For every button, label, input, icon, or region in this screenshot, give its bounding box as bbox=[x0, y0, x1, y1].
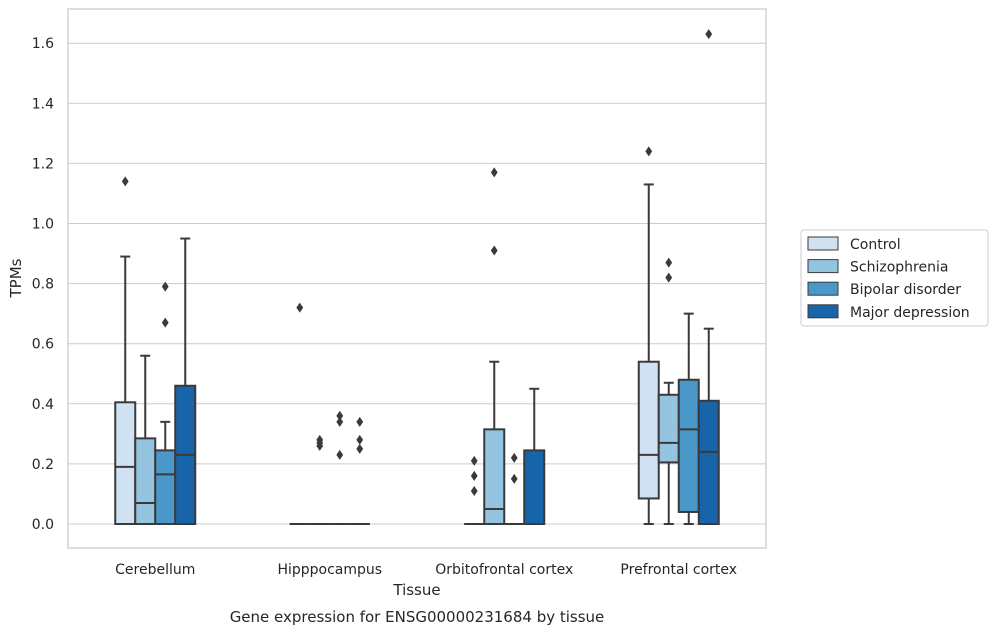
y-tick-label: 0.2 bbox=[32, 457, 54, 473]
box-group bbox=[174, 237, 197, 525]
box-iqr bbox=[523, 449, 546, 525]
outlier-point bbox=[665, 272, 673, 283]
outlier-point bbox=[490, 245, 498, 256]
outlier-point bbox=[161, 281, 169, 292]
outlier-point bbox=[296, 302, 304, 313]
legend-label: Control bbox=[850, 237, 901, 253]
box-group bbox=[697, 29, 720, 526]
outlier-point bbox=[510, 452, 518, 463]
box-group bbox=[349, 416, 370, 525]
y-tick-label: 0.4 bbox=[32, 397, 54, 413]
box-iqr bbox=[697, 399, 720, 526]
box-group bbox=[154, 281, 177, 525]
box-group bbox=[329, 410, 350, 525]
y-tick-label: 1.2 bbox=[32, 156, 54, 172]
outlier-point bbox=[336, 416, 344, 427]
legend-label: Schizophrenia bbox=[850, 260, 948, 276]
outlier-point bbox=[161, 317, 169, 328]
y-tick-label: 1.0 bbox=[32, 217, 54, 233]
outlier-point bbox=[121, 176, 129, 187]
x-tick-label: Prefrontal cortex bbox=[620, 562, 737, 578]
x-tick-label: Cerebellum bbox=[115, 562, 195, 578]
legend-label: Bipolar disorder bbox=[850, 282, 961, 298]
outlier-point bbox=[490, 167, 498, 178]
boxes bbox=[114, 29, 720, 526]
x-tick-label: Hipppocampus bbox=[277, 562, 382, 578]
box-group bbox=[657, 257, 680, 525]
x-tick-label: Orbitofrontal cortex bbox=[435, 562, 573, 578]
outlier-point bbox=[665, 257, 673, 268]
x-axis-ticks: Cerebellum Hipppocampus Orbitofrontal cort… bbox=[115, 562, 737, 578]
box-group bbox=[309, 434, 330, 525]
y-tick-label: 0.6 bbox=[32, 337, 54, 353]
outlier-point bbox=[356, 416, 364, 427]
outlier-point bbox=[645, 146, 653, 157]
outlier-point bbox=[510, 473, 518, 484]
box-iqr bbox=[114, 401, 137, 525]
x-axis-label: Tissue bbox=[392, 581, 440, 599]
y-tick-label: 0.0 bbox=[32, 517, 54, 533]
outlier-point bbox=[470, 455, 478, 466]
outlier-point bbox=[705, 29, 713, 40]
y-tick-label: 1.6 bbox=[32, 36, 54, 52]
y-tick-label: 1.4 bbox=[32, 96, 54, 112]
plot-area-frame bbox=[67, 8, 767, 549]
chart-caption: Gene expression for ENSG00000231684 by t… bbox=[230, 608, 605, 626]
box-iqr bbox=[134, 437, 157, 526]
box-group bbox=[523, 387, 546, 525]
legend-label: Major depression bbox=[850, 305, 970, 321]
box-group bbox=[677, 312, 700, 525]
outlier-point bbox=[316, 437, 324, 448]
legend-swatch bbox=[807, 304, 839, 319]
box-group bbox=[637, 146, 660, 525]
box-iqr bbox=[677, 378, 700, 513]
y-tick-label: 0.8 bbox=[32, 277, 54, 293]
box-group bbox=[114, 176, 137, 525]
legend-frame bbox=[800, 229, 989, 327]
legend-swatch bbox=[807, 236, 839, 251]
outlier-point bbox=[356, 443, 364, 454]
y-axis-ticks: 0.0 0.2 0.4 0.6 0.8 1.0 1.2 1.4 1.6 bbox=[32, 36, 54, 533]
box-group bbox=[464, 455, 485, 525]
y-axis-label: TPMs bbox=[7, 258, 25, 298]
box-iqr bbox=[637, 360, 660, 500]
box-iqr bbox=[657, 393, 680, 464]
box-group bbox=[483, 167, 506, 525]
box-iqr bbox=[154, 449, 177, 525]
box-iqr bbox=[483, 428, 506, 525]
legend-swatch bbox=[807, 259, 839, 274]
box-group bbox=[504, 452, 525, 525]
legend: Control Schizophrenia Bipolar disorder Majo… bbox=[800, 229, 989, 327]
outlier-point bbox=[356, 434, 364, 445]
outlier-point bbox=[470, 470, 478, 481]
box-group bbox=[134, 354, 157, 526]
outlier-point bbox=[336, 449, 344, 460]
outlier-point bbox=[336, 410, 344, 421]
box-group bbox=[289, 302, 310, 525]
outlier-point bbox=[470, 485, 478, 496]
legend-swatch bbox=[807, 281, 839, 296]
